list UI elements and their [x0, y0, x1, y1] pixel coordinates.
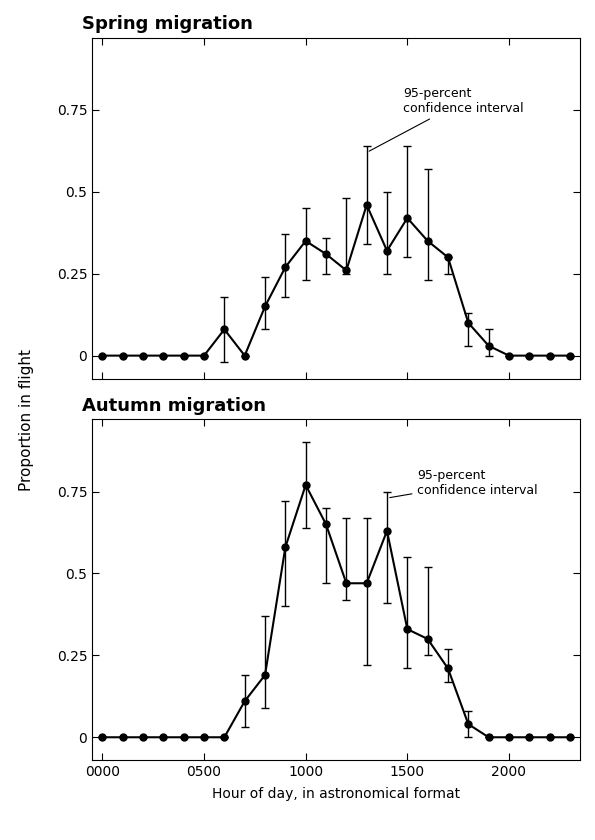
Text: Proportion in flight: Proportion in flight	[19, 349, 35, 491]
X-axis label: Hour of day, in astronomical format: Hour of day, in astronomical format	[212, 787, 461, 801]
Text: 95-percent
confidence interval: 95-percent confidence interval	[390, 469, 538, 497]
Text: Autumn migration: Autumn migration	[83, 397, 267, 415]
Text: 95-percent
confidence interval: 95-percent confidence interval	[369, 87, 524, 151]
Text: Spring migration: Spring migration	[83, 15, 253, 34]
